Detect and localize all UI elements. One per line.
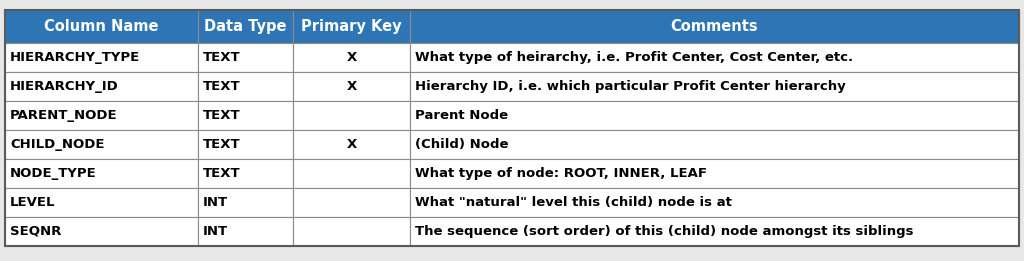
Bar [5, 130, 198, 159]
Text: X: X [346, 51, 356, 64]
Bar [293, 10, 410, 43]
Text: TEXT: TEXT [203, 167, 241, 180]
Text: Primary Key: Primary Key [301, 19, 401, 34]
Bar [198, 43, 293, 72]
Bar [293, 159, 410, 188]
Bar [5, 217, 198, 246]
Text: Data Type: Data Type [204, 19, 287, 34]
Bar [410, 72, 1019, 101]
Text: TEXT: TEXT [203, 138, 241, 151]
Bar [5, 10, 198, 43]
Text: CHILD_NODE: CHILD_NODE [10, 138, 104, 151]
Bar [410, 217, 1019, 246]
Bar [5, 43, 198, 72]
Bar [410, 159, 1019, 188]
Text: Column Name: Column Name [44, 19, 159, 34]
Text: INT: INT [203, 225, 228, 238]
Bar [410, 101, 1019, 130]
Text: HIERARCHY_TYPE: HIERARCHY_TYPE [10, 51, 140, 64]
Text: Hierarchy ID, i.e. which particular Profit Center hierarchy: Hierarchy ID, i.e. which particular Prof… [415, 80, 846, 93]
Bar [293, 72, 410, 101]
Bar [5, 101, 198, 130]
Bar [293, 101, 410, 130]
Bar [5, 188, 198, 217]
Text: HIERARCHY_ID: HIERARCHY_ID [10, 80, 119, 93]
Bar [410, 43, 1019, 72]
Text: (Child) Node: (Child) Node [415, 138, 509, 151]
Bar [410, 130, 1019, 159]
Text: PARENT_NODE: PARENT_NODE [10, 109, 118, 122]
Text: TEXT: TEXT [203, 51, 241, 64]
Bar [293, 130, 410, 159]
Text: What type of heirarchy, i.e. Profit Center, Cost Center, etc.: What type of heirarchy, i.e. Profit Cent… [415, 51, 853, 64]
Bar [198, 217, 293, 246]
Bar [410, 10, 1019, 43]
Bar [293, 217, 410, 246]
Bar [198, 10, 293, 43]
Bar [410, 188, 1019, 217]
Text: TEXT: TEXT [203, 109, 241, 122]
Text: LEVEL: LEVEL [10, 196, 55, 209]
Text: Comments: Comments [671, 19, 759, 34]
Text: The sequence (sort order) of this (child) node amongst its siblings: The sequence (sort order) of this (child… [415, 225, 913, 238]
Bar [198, 101, 293, 130]
Text: What type of node: ROOT, INNER, LEAF: What type of node: ROOT, INNER, LEAF [415, 167, 707, 180]
Text: SEQNR: SEQNR [10, 225, 61, 238]
Bar [5, 72, 198, 101]
Bar [293, 43, 410, 72]
Bar [198, 130, 293, 159]
Text: NODE_TYPE: NODE_TYPE [10, 167, 96, 180]
Bar [198, 188, 293, 217]
Text: X: X [346, 80, 356, 93]
Bar [293, 188, 410, 217]
Text: Parent Node: Parent Node [415, 109, 508, 122]
Bar [198, 72, 293, 101]
Text: TEXT: TEXT [203, 80, 241, 93]
Text: X: X [346, 138, 356, 151]
Bar [5, 159, 198, 188]
Text: What "natural" level this (child) node is at: What "natural" level this (child) node i… [415, 196, 732, 209]
Text: INT: INT [203, 196, 228, 209]
Bar [198, 159, 293, 188]
